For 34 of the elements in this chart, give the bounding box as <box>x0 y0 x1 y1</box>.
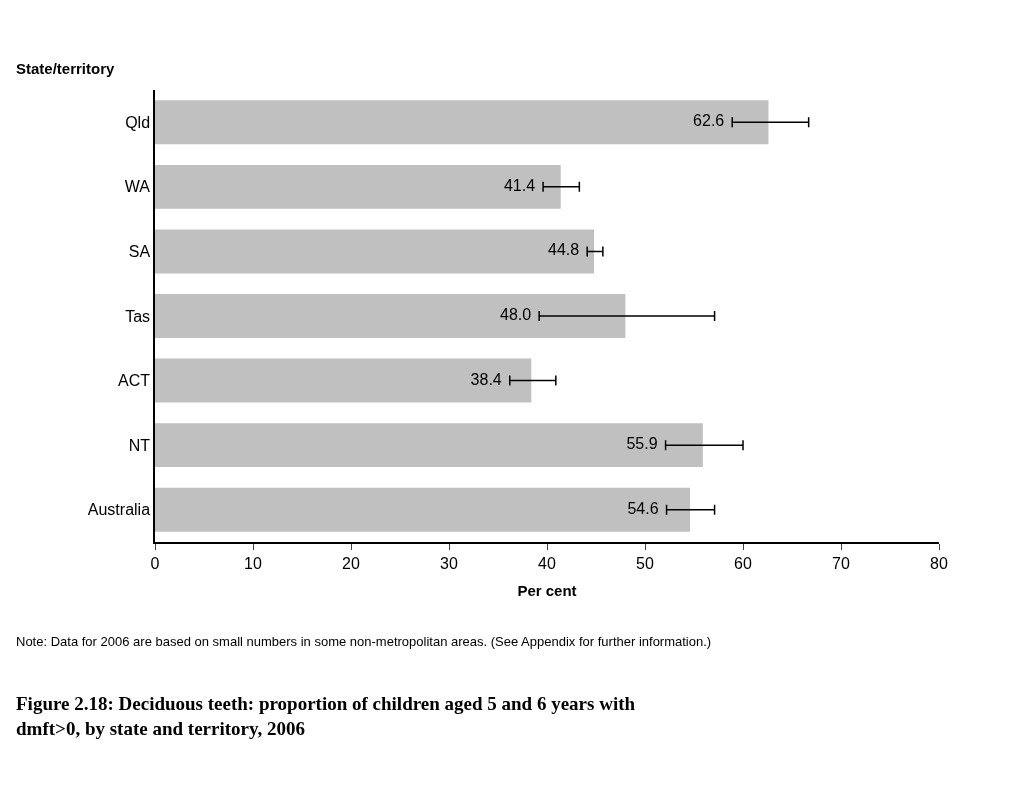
x-tick-label: 50 <box>636 554 654 572</box>
x-tick-label: 10 <box>244 554 262 572</box>
x-axis-title: Per cent <box>517 582 577 600</box>
x-tick-label: 40 <box>538 554 556 572</box>
text: Figure 2.18: Deciduous teeth: proportion of children aged 5 and 6 years with dmft>0, by state and territory, 2006 <box>16 693 636 739</box>
x-tick-label: 80 <box>930 554 948 572</box>
data-label: 62.6 <box>693 112 733 130</box>
text: Note: Data for 2006 are based on small numbers in some non-metropolitan areas. (See Appendix for further information.) <box>16 634 712 649</box>
y-tick-label: SA <box>128 243 151 261</box>
x-tick-label: 60 <box>734 554 752 572</box>
data-label: 55.9 <box>626 435 666 453</box>
y-axis-title: State/territory <box>16 60 116 77</box>
bar <box>155 164 561 209</box>
x-tick-label: 30 <box>440 554 458 572</box>
x-tick-label: 0 <box>150 554 160 572</box>
y-tick-label: ACT <box>118 372 151 390</box>
y-tick-label: NT <box>128 436 151 454</box>
bar <box>155 487 691 532</box>
x-tick-label: 20 <box>342 554 360 572</box>
bar <box>155 294 626 338</box>
y-tick-label: WA <box>124 178 151 196</box>
bar <box>155 423 703 468</box>
bar <box>155 100 769 145</box>
data-label: 54.6 <box>627 499 667 517</box>
data-label: 41.4 <box>503 176 544 194</box>
bar <box>155 358 532 403</box>
x-tick-label: 70 <box>832 554 850 572</box>
y-tick-label: Qld <box>125 113 151 131</box>
y-tick-label: Tas <box>125 307 151 325</box>
data-label: 38.4 <box>470 370 510 388</box>
y-tick-label: Australia <box>87 501 151 519</box>
data-label: 44.8 <box>548 241 588 259</box>
data-label: 48.0 <box>500 306 540 323</box>
bar <box>155 229 595 274</box>
